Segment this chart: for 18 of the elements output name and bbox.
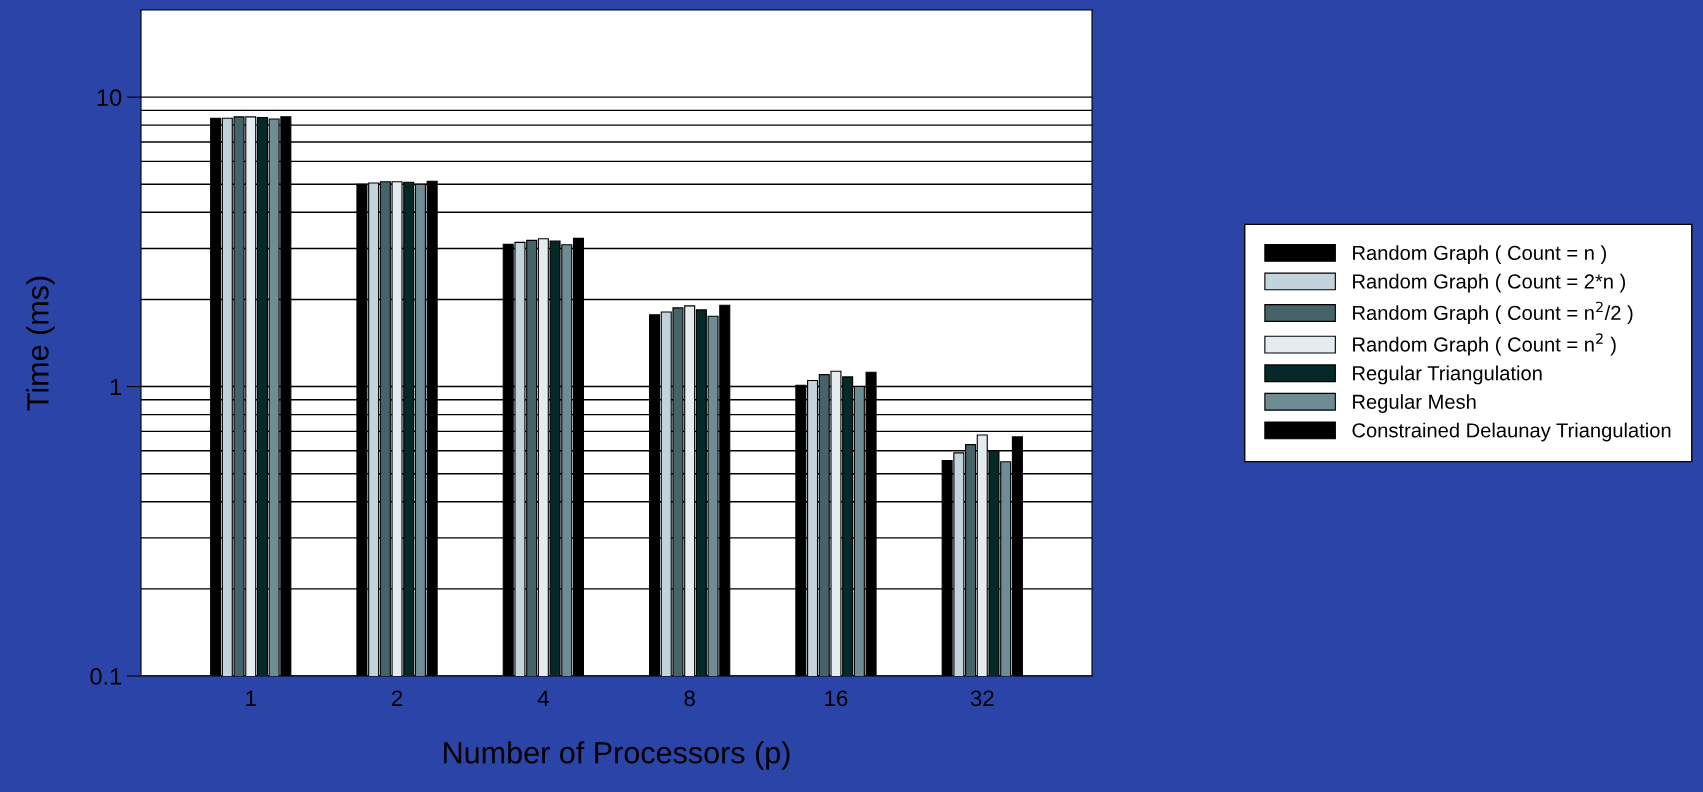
legend-label: Regular Triangulation	[1353, 365, 1542, 385]
y-tick-label: 10	[97, 89, 122, 106]
legend-label: Regular Mesh	[1353, 394, 1476, 413]
legend-label: Random Graph ( Count = n )	[1353, 245, 1606, 265]
x-tick-label: 4	[537, 690, 549, 706]
x-tick-label: 8	[684, 690, 695, 707]
legend-label: Random Graph ( Count = 2*n )	[1353, 273, 1626, 293]
legend-label: Constrained Delaunay Triangulation	[1352, 422, 1671, 442]
y-tick-label: 1	[110, 378, 122, 396]
x-tick-label: 32	[970, 690, 994, 707]
y-axis-title: Time (ms)	[26, 276, 55, 411]
x-tick-label: 1	[246, 690, 256, 706]
y-tick-label: 0.1	[90, 668, 122, 685]
x-tick-label: 16	[825, 690, 848, 707]
legend-label: Random Graph ( Count = n$^{2}$/2 )	[1353, 301, 1633, 324]
x-axis-title: Number of Processors (p)	[444, 741, 790, 770]
legend-label: Random Graph ( Count = n$^{2}$ )	[1353, 333, 1616, 356]
x-tick-label: 2	[391, 690, 403, 706]
